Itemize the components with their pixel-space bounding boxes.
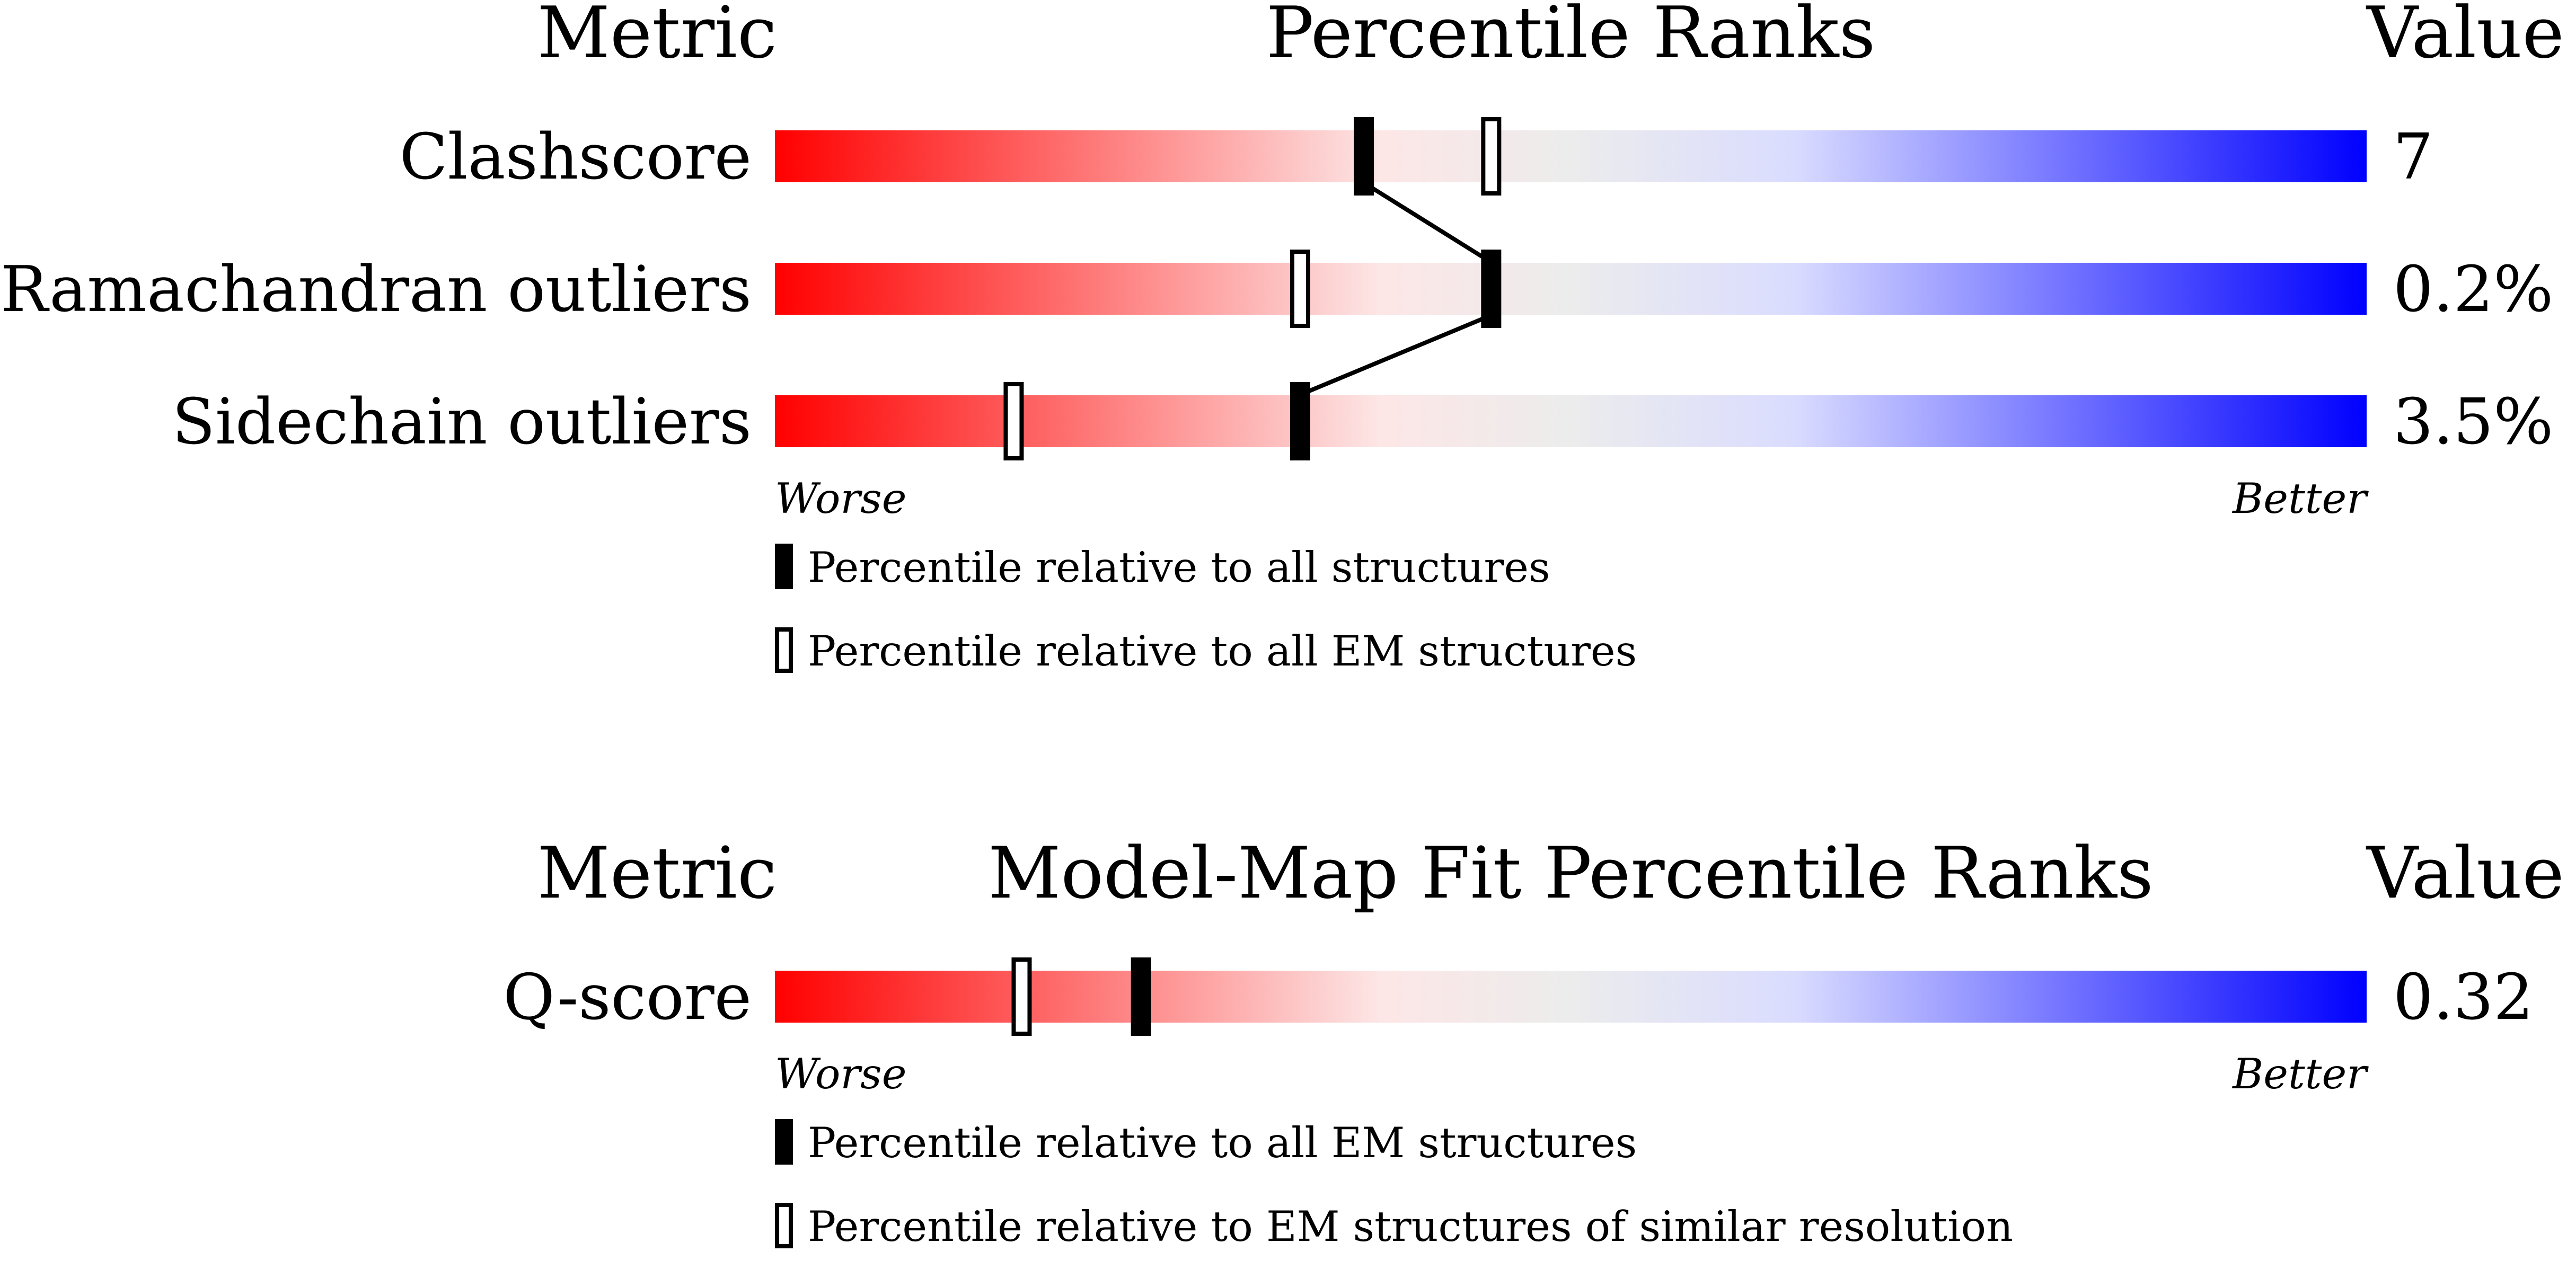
open-percentile-marker <box>1003 382 1024 460</box>
legend: Percentile relative to all structures Per… <box>775 543 1637 676</box>
metric-rows: Q-score 0.32 <box>503 957 2534 1036</box>
filled-percentile-marker <box>1131 957 1151 1036</box>
metric-value: 3.5% <box>2393 386 2553 459</box>
header-metric: Metric <box>537 0 777 74</box>
metric-label: Ramachandran outliers <box>1 253 752 326</box>
axis-worse-label: Worse <box>775 1050 906 1098</box>
legend-filled-label: Percentile relative to all EM structures <box>808 1119 1637 1167</box>
axis-worse-label: Worse <box>775 474 906 523</box>
header-value: Value <box>2366 0 2564 74</box>
chart-title: Model-Map Fit Percentile Ranks <box>988 832 2154 915</box>
metric-value: 7 <box>2393 121 2433 194</box>
metric-label: Q-score <box>503 961 752 1034</box>
filled-percentile-marker <box>1290 382 1310 460</box>
percentile-bar <box>775 263 2367 315</box>
percentile-bar <box>775 395 2367 447</box>
metric-value: 0.2% <box>2393 253 2553 326</box>
legend-open-label: Percentile relative to all EM structures <box>808 627 1637 676</box>
metric-label: Sidechain outliers <box>172 386 752 459</box>
open-percentile-marker <box>1011 957 1032 1036</box>
open-percentile-marker <box>1290 250 1310 328</box>
header-value: Value <box>2366 832 2564 915</box>
header-metric: Metric <box>537 832 777 915</box>
legend-filled-icon <box>775 544 793 589</box>
percentile-bar <box>775 971 2367 1023</box>
legend-filled-icon <box>775 1119 793 1165</box>
legend-open-icon <box>775 627 793 673</box>
axis-better-label: Better <box>2231 1050 2369 1098</box>
metric-label: Clashscore <box>400 121 752 194</box>
connector-line <box>1299 313 1492 397</box>
chart-panel-1: Metric Model-Map Fit Percentile Ranks Valu… <box>503 832 2564 1251</box>
legend: Percentile relative to all EM structures… <box>775 1119 2013 1251</box>
legend-open-icon <box>775 1203 793 1248</box>
axis-better-label: Better <box>2231 474 2369 523</box>
connector-line <box>1362 181 1493 264</box>
open-percentile-marker <box>1481 117 1502 196</box>
chart-panel-0: Metric Percentile Ranks Value Clashscore 7 Ra… <box>1 0 2564 676</box>
legend-open-label: Percentile relative to EM structures of … <box>808 1202 2013 1251</box>
legend-filled-label: Percentile relative to all structures <box>808 543 1550 592</box>
percentile-bar <box>775 130 2367 182</box>
connector-lines <box>1299 181 1493 397</box>
chart-title: Percentile Ranks <box>1266 0 1876 74</box>
metric-value: 0.32 <box>2393 961 2534 1034</box>
metric-rows: Clashscore 7 Ramachandran outliers 0.2% Side… <box>1 117 2553 460</box>
filled-percentile-marker <box>1481 250 1502 328</box>
filled-percentile-marker <box>1354 117 1374 196</box>
